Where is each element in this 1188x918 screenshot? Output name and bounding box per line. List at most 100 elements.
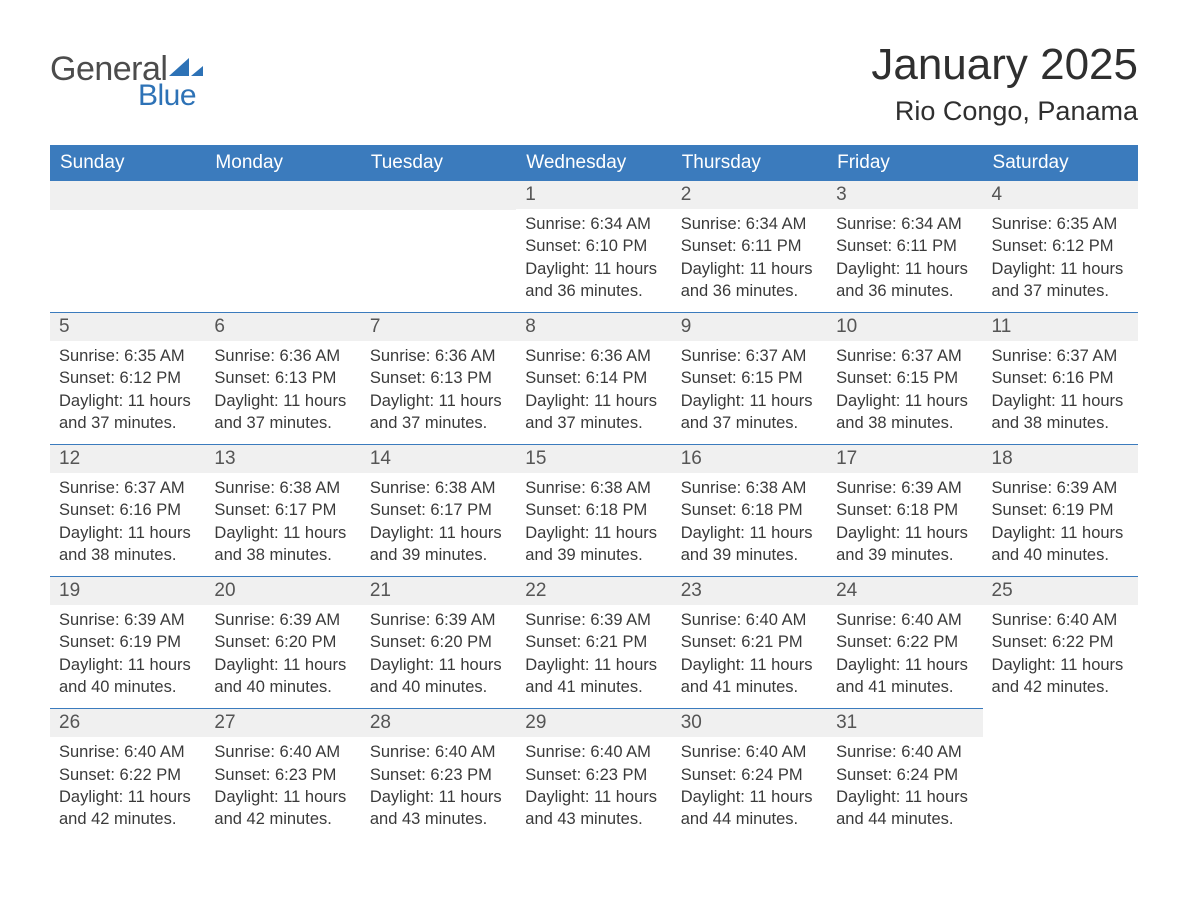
day-details: Sunrise: 6:36 AMSunset: 6:13 PMDaylight:… xyxy=(361,341,516,444)
daylight2-line: and 37 minutes. xyxy=(59,412,196,434)
logo: General Blue xyxy=(50,40,203,113)
daylight1-line: Daylight: 11 hours xyxy=(836,654,973,676)
daylight1-line: Daylight: 11 hours xyxy=(370,390,507,412)
sunrise-line: Sunrise: 6:37 AM xyxy=(681,345,818,367)
calendar-cell: 17Sunrise: 6:39 AMSunset: 6:18 PMDayligh… xyxy=(827,444,982,576)
daylight1-line: Daylight: 11 hours xyxy=(992,390,1129,412)
daylight1-line: Daylight: 11 hours xyxy=(681,258,818,280)
day-details: Sunrise: 6:40 AMSunset: 6:24 PMDaylight:… xyxy=(827,737,982,840)
day-details: Sunrise: 6:38 AMSunset: 6:17 PMDaylight:… xyxy=(205,473,360,576)
daylight1-line: Daylight: 11 hours xyxy=(370,786,507,808)
weekday-header: Wednesday xyxy=(516,145,671,181)
calendar-cell: 7Sunrise: 6:36 AMSunset: 6:13 PMDaylight… xyxy=(361,312,516,444)
calendar-cell: 21Sunrise: 6:39 AMSunset: 6:20 PMDayligh… xyxy=(361,576,516,708)
calendar-cell: 22Sunrise: 6:39 AMSunset: 6:21 PMDayligh… xyxy=(516,576,671,708)
sunrise-line: Sunrise: 6:34 AM xyxy=(525,213,662,235)
day-details: Sunrise: 6:39 AMSunset: 6:20 PMDaylight:… xyxy=(361,605,516,708)
day-number: 25 xyxy=(983,576,1138,605)
calendar-cell: 28Sunrise: 6:40 AMSunset: 6:23 PMDayligh… xyxy=(361,708,516,840)
day-details: Sunrise: 6:40 AMSunset: 6:23 PMDaylight:… xyxy=(516,737,671,840)
calendar-cell: 31Sunrise: 6:40 AMSunset: 6:24 PMDayligh… xyxy=(827,708,982,840)
location-subtitle: Rio Congo, Panama xyxy=(871,96,1138,127)
sunrise-line: Sunrise: 6:40 AM xyxy=(836,609,973,631)
sunrise-line: Sunrise: 6:38 AM xyxy=(214,477,351,499)
sunset-line: Sunset: 6:23 PM xyxy=(214,764,351,786)
sunrise-line: Sunrise: 6:40 AM xyxy=(214,741,351,763)
day-number: 12 xyxy=(50,444,205,473)
daylight2-line: and 36 minutes. xyxy=(525,280,662,302)
daylight2-line: and 37 minutes. xyxy=(214,412,351,434)
sunrise-line: Sunrise: 6:36 AM xyxy=(370,345,507,367)
day-details: Sunrise: 6:40 AMSunset: 6:24 PMDaylight:… xyxy=(672,737,827,840)
daylight2-line: and 37 minutes. xyxy=(370,412,507,434)
day-number: 23 xyxy=(672,576,827,605)
daylight2-line: and 39 minutes. xyxy=(836,544,973,566)
day-number: 30 xyxy=(672,708,827,737)
daylight2-line: and 42 minutes. xyxy=(992,676,1129,698)
empty-daynum-slot xyxy=(205,181,360,210)
daylight1-line: Daylight: 11 hours xyxy=(59,390,196,412)
daylight2-line: and 41 minutes. xyxy=(681,676,818,698)
sunset-line: Sunset: 6:24 PM xyxy=(836,764,973,786)
day-number: 27 xyxy=(205,708,360,737)
sunrise-line: Sunrise: 6:39 AM xyxy=(370,609,507,631)
day-details: Sunrise: 6:39 AMSunset: 6:20 PMDaylight:… xyxy=(205,605,360,708)
day-number: 13 xyxy=(205,444,360,473)
day-details: Sunrise: 6:40 AMSunset: 6:21 PMDaylight:… xyxy=(672,605,827,708)
calendar-cell xyxy=(983,708,1138,840)
sunrise-line: Sunrise: 6:39 AM xyxy=(836,477,973,499)
calendar-cell: 27Sunrise: 6:40 AMSunset: 6:23 PMDayligh… xyxy=(205,708,360,840)
day-details: Sunrise: 6:40 AMSunset: 6:23 PMDaylight:… xyxy=(205,737,360,840)
sunset-line: Sunset: 6:20 PM xyxy=(214,631,351,653)
sunset-line: Sunset: 6:15 PM xyxy=(836,367,973,389)
sunrise-line: Sunrise: 6:35 AM xyxy=(59,345,196,367)
daylight2-line: and 39 minutes. xyxy=(681,544,818,566)
daylight2-line: and 44 minutes. xyxy=(681,808,818,830)
day-number: 9 xyxy=(672,312,827,341)
calendar-week-row: 26Sunrise: 6:40 AMSunset: 6:22 PMDayligh… xyxy=(50,708,1138,840)
sunrise-line: Sunrise: 6:40 AM xyxy=(59,741,196,763)
daylight1-line: Daylight: 11 hours xyxy=(836,786,973,808)
sunset-line: Sunset: 6:13 PM xyxy=(370,367,507,389)
calendar-cell xyxy=(50,181,205,312)
day-number: 15 xyxy=(516,444,671,473)
daylight2-line: and 37 minutes. xyxy=(992,280,1129,302)
day-number: 18 xyxy=(983,444,1138,473)
sunset-line: Sunset: 6:10 PM xyxy=(525,235,662,257)
daylight1-line: Daylight: 11 hours xyxy=(836,522,973,544)
daylight2-line: and 41 minutes. xyxy=(525,676,662,698)
sunset-line: Sunset: 6:17 PM xyxy=(214,499,351,521)
sunrise-line: Sunrise: 6:40 AM xyxy=(992,609,1129,631)
title-block: January 2025 Rio Congo, Panama xyxy=(871,40,1138,127)
sunrise-line: Sunrise: 6:36 AM xyxy=(525,345,662,367)
sunset-line: Sunset: 6:20 PM xyxy=(370,631,507,653)
day-details: Sunrise: 6:39 AMSunset: 6:19 PMDaylight:… xyxy=(983,473,1138,576)
calendar-cell: 9Sunrise: 6:37 AMSunset: 6:15 PMDaylight… xyxy=(672,312,827,444)
calendar-cell xyxy=(361,181,516,312)
day-number: 11 xyxy=(983,312,1138,341)
day-number: 10 xyxy=(827,312,982,341)
daylight2-line: and 40 minutes. xyxy=(992,544,1129,566)
daylight2-line: and 37 minutes. xyxy=(525,412,662,434)
day-details: Sunrise: 6:37 AMSunset: 6:16 PMDaylight:… xyxy=(983,341,1138,444)
daylight2-line: and 43 minutes. xyxy=(525,808,662,830)
day-number: 3 xyxy=(827,181,982,209)
daylight1-line: Daylight: 11 hours xyxy=(214,786,351,808)
sunset-line: Sunset: 6:12 PM xyxy=(59,367,196,389)
sunrise-line: Sunrise: 6:39 AM xyxy=(525,609,662,631)
calendar-cell: 29Sunrise: 6:40 AMSunset: 6:23 PMDayligh… xyxy=(516,708,671,840)
daylight2-line: and 42 minutes. xyxy=(214,808,351,830)
sunset-line: Sunset: 6:21 PM xyxy=(525,631,662,653)
weekday-header: Friday xyxy=(827,145,982,181)
daylight1-line: Daylight: 11 hours xyxy=(525,786,662,808)
daylight1-line: Daylight: 11 hours xyxy=(681,522,818,544)
sunset-line: Sunset: 6:13 PM xyxy=(214,367,351,389)
daylight2-line: and 38 minutes. xyxy=(836,412,973,434)
day-details: Sunrise: 6:35 AMSunset: 6:12 PMDaylight:… xyxy=(50,341,205,444)
day-number: 5 xyxy=(50,312,205,341)
sunrise-line: Sunrise: 6:37 AM xyxy=(59,477,196,499)
day-details: Sunrise: 6:37 AMSunset: 6:15 PMDaylight:… xyxy=(672,341,827,444)
daylight1-line: Daylight: 11 hours xyxy=(525,522,662,544)
sunrise-line: Sunrise: 6:39 AM xyxy=(59,609,196,631)
calendar-cell: 24Sunrise: 6:40 AMSunset: 6:22 PMDayligh… xyxy=(827,576,982,708)
